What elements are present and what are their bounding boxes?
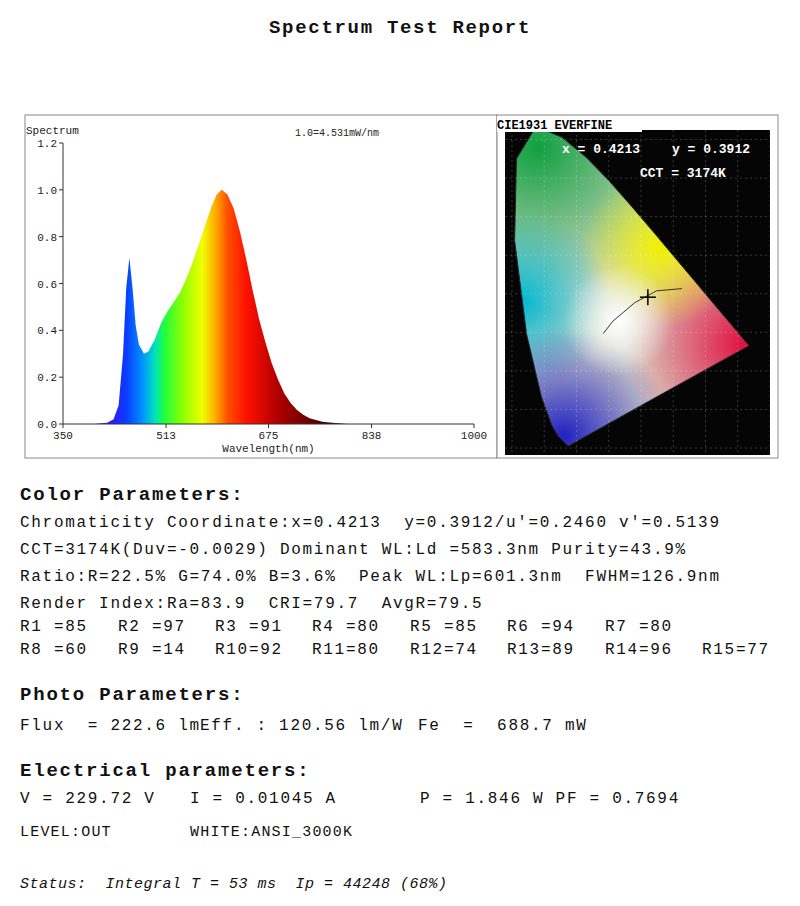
status-line: Status: Integral T = 53 ms Ip = 44248 (6…	[20, 877, 448, 892]
photo-parameter: Eff. : 120.56 lm/W	[200, 718, 403, 734]
y-tick	[59, 424, 63, 425]
section-heading: Photo Parameters:	[20, 686, 244, 705]
parameter-line: Render Index:Ra=83.9 CRI=79.7 AvgR=79.5	[20, 596, 483, 612]
cie-grid	[737, 130, 738, 455]
chart-title: Spectrum	[26, 125, 79, 137]
cie-title: CIE1931 EVERFINE	[497, 119, 612, 133]
render-index: R15=77	[702, 642, 770, 658]
chromaticity-marker	[640, 289, 656, 305]
photo-parameter: Flux = 222.6 lm	[20, 718, 201, 734]
cie-grid	[505, 409, 770, 410]
render-index: R13=89	[507, 642, 575, 658]
y-tick	[59, 330, 63, 331]
electrical-parameter: V = 229.72 V	[20, 791, 156, 807]
planckian-locus	[603, 289, 682, 334]
cie-grid	[505, 370, 770, 371]
cie-grid	[576, 130, 577, 455]
cie-grid	[505, 448, 770, 449]
level-info: LEVEL:OUT	[20, 825, 112, 840]
electrical-parameter: I = 0.01045 A	[190, 791, 337, 807]
section-heading: Electrical parameters:	[20, 762, 310, 781]
parameter-line: CCT=3174K(Duv=-0.0029) Dominant WL:Ld =5…	[20, 542, 687, 558]
x-axis-label: Wavelength(nm)	[222, 443, 314, 455]
report-title: Spectrum Test Report	[0, 19, 800, 38]
render-index: R4 =80	[312, 619, 380, 635]
x-tick	[474, 424, 475, 428]
y-tick	[59, 143, 63, 144]
section-heading: Color Parameters:	[20, 486, 244, 505]
cie-grid	[505, 293, 770, 294]
y-tick	[59, 377, 63, 378]
cie-cct-label: CCT = 3174K	[640, 166, 726, 181]
photo-parameter: Fe = 688.7 mW	[418, 718, 588, 734]
y-tick-label: 0.6	[37, 279, 57, 291]
cie-grid	[505, 332, 770, 333]
cie-y-label: y = 0.3912	[672, 142, 750, 157]
x-tick-label: 350	[53, 430, 73, 442]
cie-grid	[505, 178, 770, 179]
level-info: WHITE:ANSI_3000K	[190, 825, 353, 840]
spectrum-area	[63, 190, 474, 424]
cie-grid	[608, 130, 609, 455]
electrical-parameter: P = 1.846 W PF = 0.7694	[420, 791, 680, 807]
render-index: R9 =14	[118, 642, 186, 658]
render-index: R5 =85	[410, 619, 478, 635]
render-index: R2 =97	[118, 619, 186, 635]
x-tick	[166, 424, 167, 428]
parameter-line: Ratio:R=22.5% G=74.0% B=3.6% Peak WL:Lp=…	[20, 569, 721, 585]
x-tick-label: 513	[156, 430, 176, 442]
render-index: R6 =94	[507, 619, 575, 635]
cie-grid	[505, 139, 770, 140]
y-tick-label: 1.0	[37, 185, 57, 197]
x-tick	[371, 424, 372, 428]
cie-grid	[770, 130, 771, 455]
spectral-locus	[515, 127, 749, 447]
render-index: R14=96	[605, 642, 673, 658]
chart-annotation: 1.0=4.531mW/nm	[295, 128, 379, 139]
x-tick-label: 838	[362, 430, 382, 442]
render-index: R7 =80	[605, 619, 673, 635]
y-tick	[59, 283, 63, 284]
x-tick	[268, 424, 269, 428]
render-index: R10=92	[215, 642, 283, 658]
cie-grid	[505, 255, 770, 256]
cie-x-label: x = 0.4213	[562, 142, 640, 157]
report-page: 0.00.20.40.60.81.01.23505136758381000Spe…	[0, 0, 800, 906]
render-index: R11=80	[312, 642, 380, 658]
cie-grid	[505, 216, 770, 217]
parameter-line: Chromaticity Coordinate:x=0.4213 y=0.391…	[20, 515, 721, 531]
spectrum-panel	[25, 115, 497, 458]
y-tick-label: 0.2	[37, 372, 57, 384]
cie-grid	[512, 130, 513, 455]
y-tick-label: 0.8	[37, 232, 57, 244]
render-index: R12=74	[410, 642, 478, 658]
plot-area	[63, 190, 474, 424]
x-tick-label: 675	[259, 430, 279, 442]
x-tick-label: 1000	[461, 430, 487, 442]
render-index: R8 =60	[20, 642, 88, 658]
cie-grid	[544, 130, 545, 455]
y-tick-label: 0.4	[37, 325, 57, 337]
render-index: R1 =85	[20, 619, 88, 635]
y-tick	[59, 236, 63, 237]
y-tick	[59, 189, 63, 190]
y-tick-label: 1.2	[37, 138, 57, 150]
cie-title-bg	[497, 116, 642, 132]
x-tick	[63, 424, 64, 428]
render-index: R3 =91	[215, 619, 283, 635]
cie-panel	[497, 115, 778, 458]
marker-v	[647, 289, 649, 305]
